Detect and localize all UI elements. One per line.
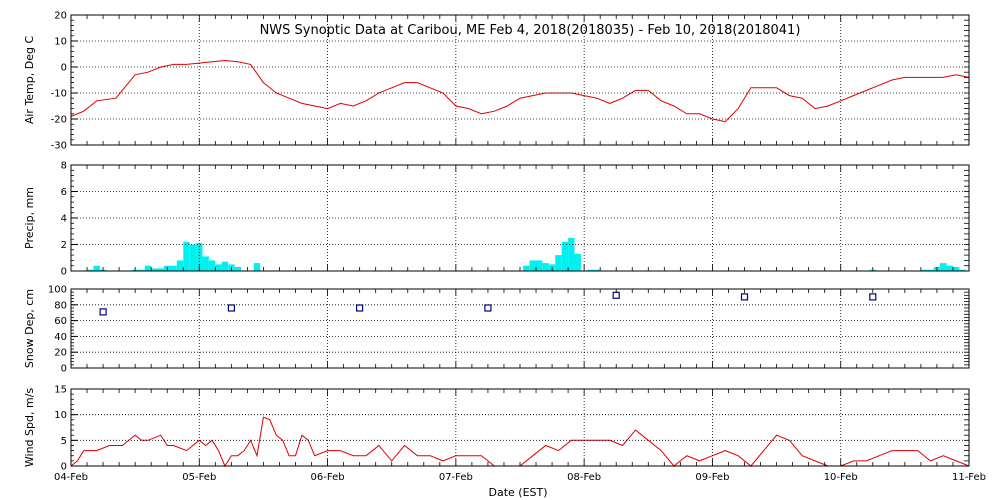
wind-speed-frame [70, 388, 970, 467]
y-tick-label: 4 [61, 214, 67, 225]
y-tick-label: 6 [61, 187, 67, 198]
precip-bar [593, 269, 601, 271]
precip-bar [208, 260, 216, 271]
precip-bar [157, 268, 164, 271]
wind-speed-y-axis-label: Wind Spd, m/s [23, 388, 36, 468]
y-tick-label: -20 [51, 115, 67, 126]
precip-bar [176, 260, 184, 271]
precip-bar [170, 265, 177, 271]
precip-bar [953, 267, 960, 271]
y-tick-label: 80 [54, 300, 67, 311]
y-tick-label: 15 [54, 385, 67, 396]
y-tick-label: 0 [61, 267, 67, 278]
precip-bar [202, 256, 209, 271]
precip-bar [144, 265, 152, 271]
precip-bar [151, 268, 158, 271]
wind-speed-series-line [70, 416, 970, 468]
snow-depth-point [356, 304, 364, 312]
y-tick-label: 10 [54, 37, 67, 48]
precip-bar [555, 255, 562, 271]
precip-y-axis-label: Precip, mm [23, 187, 36, 249]
precip-bar [561, 241, 569, 271]
y-tick-label: 0 [61, 462, 67, 473]
precip-bar [946, 265, 953, 271]
y-tick-label: 5 [61, 436, 67, 447]
air-temp-panel: -30 -20 -10 0 10 20 Air Temp, Deg C [23, 11, 970, 152]
air-temp-y-axis-label: Air Temp, Deg C [23, 36, 36, 125]
y-tick-label: 100 [48, 285, 67, 296]
y-tick-label: 8 [61, 161, 67, 172]
x-tick-label: 06-Feb [311, 472, 345, 483]
snow-depth-point [227, 304, 235, 312]
precip-bar [587, 269, 594, 271]
y-tick-label: 20 [54, 348, 67, 359]
precip-bar [189, 244, 197, 271]
x-tick-label: 10-Feb [824, 472, 858, 483]
snow-depth-y-axis-label: Snow Dep, cm [23, 289, 36, 368]
snow-depth-point [612, 291, 620, 299]
snow-depth-frame [70, 288, 970, 369]
precip-bar [183, 241, 190, 271]
precip-bar [234, 267, 241, 271]
air-temp-series-line [70, 59, 970, 123]
snow-depth-point [740, 293, 749, 301]
y-tick-label: 20 [54, 11, 67, 22]
x-tick-label: 04-Feb [54, 472, 88, 483]
snow-depth-panel: 0 20 40 60 80 100 Snow Dep, cm [23, 285, 970, 375]
precip-bar [196, 243, 203, 271]
precip-bar [215, 264, 222, 271]
x-tick-label: 05-Feb [182, 472, 216, 483]
precip-bar [574, 253, 581, 271]
y-tick-label: 60 [54, 316, 67, 327]
precip-bar [529, 260, 536, 271]
chart-title: NWS Synoptic Data at Caribou, ME Feb 4, … [260, 23, 801, 38]
precip-bar [568, 237, 575, 271]
y-tick-label: 0 [61, 364, 67, 375]
precip-bar [87, 269, 94, 271]
x-tick-label: 07-Feb [439, 472, 473, 483]
precip-bar [536, 260, 543, 271]
x-axis-label: Date (EST) [488, 486, 547, 499]
x-tick-label: 08-Feb [567, 472, 601, 483]
y-tick-label: 2 [61, 240, 67, 251]
snow-depth-point [99, 308, 107, 316]
wind-speed-panel: 0 5 10 15 Wind Spd, m/s 04-Feb 05-Feb 06-Feb 07-… [23, 385, 986, 484]
precip-bar [940, 263, 947, 271]
precip-bar [253, 263, 261, 271]
x-tick-label: 09-Feb [695, 472, 729, 483]
precip-frame [70, 164, 970, 272]
y-tick-label: -10 [51, 89, 67, 100]
precip-bar [221, 261, 229, 271]
y-tick-label: 40 [54, 332, 67, 343]
y-tick-label: 0 [61, 63, 67, 74]
y-tick-label: -30 [51, 141, 67, 152]
snow-depth-point [484, 304, 492, 312]
y-tick-label: 10 [54, 410, 67, 421]
x-tick-label: 11-Feb [952, 472, 986, 483]
precip-bar [542, 263, 549, 271]
precip-bar [959, 269, 966, 271]
snow-depth-point [869, 293, 877, 301]
precip-bar [927, 269, 934, 271]
precip-bar [93, 265, 100, 271]
precip-panel: 0 2 4 6 8 Precip, mm [23, 161, 970, 278]
precip-bar [138, 269, 145, 271]
precip-bar [523, 265, 530, 271]
precip-bar [920, 269, 928, 271]
